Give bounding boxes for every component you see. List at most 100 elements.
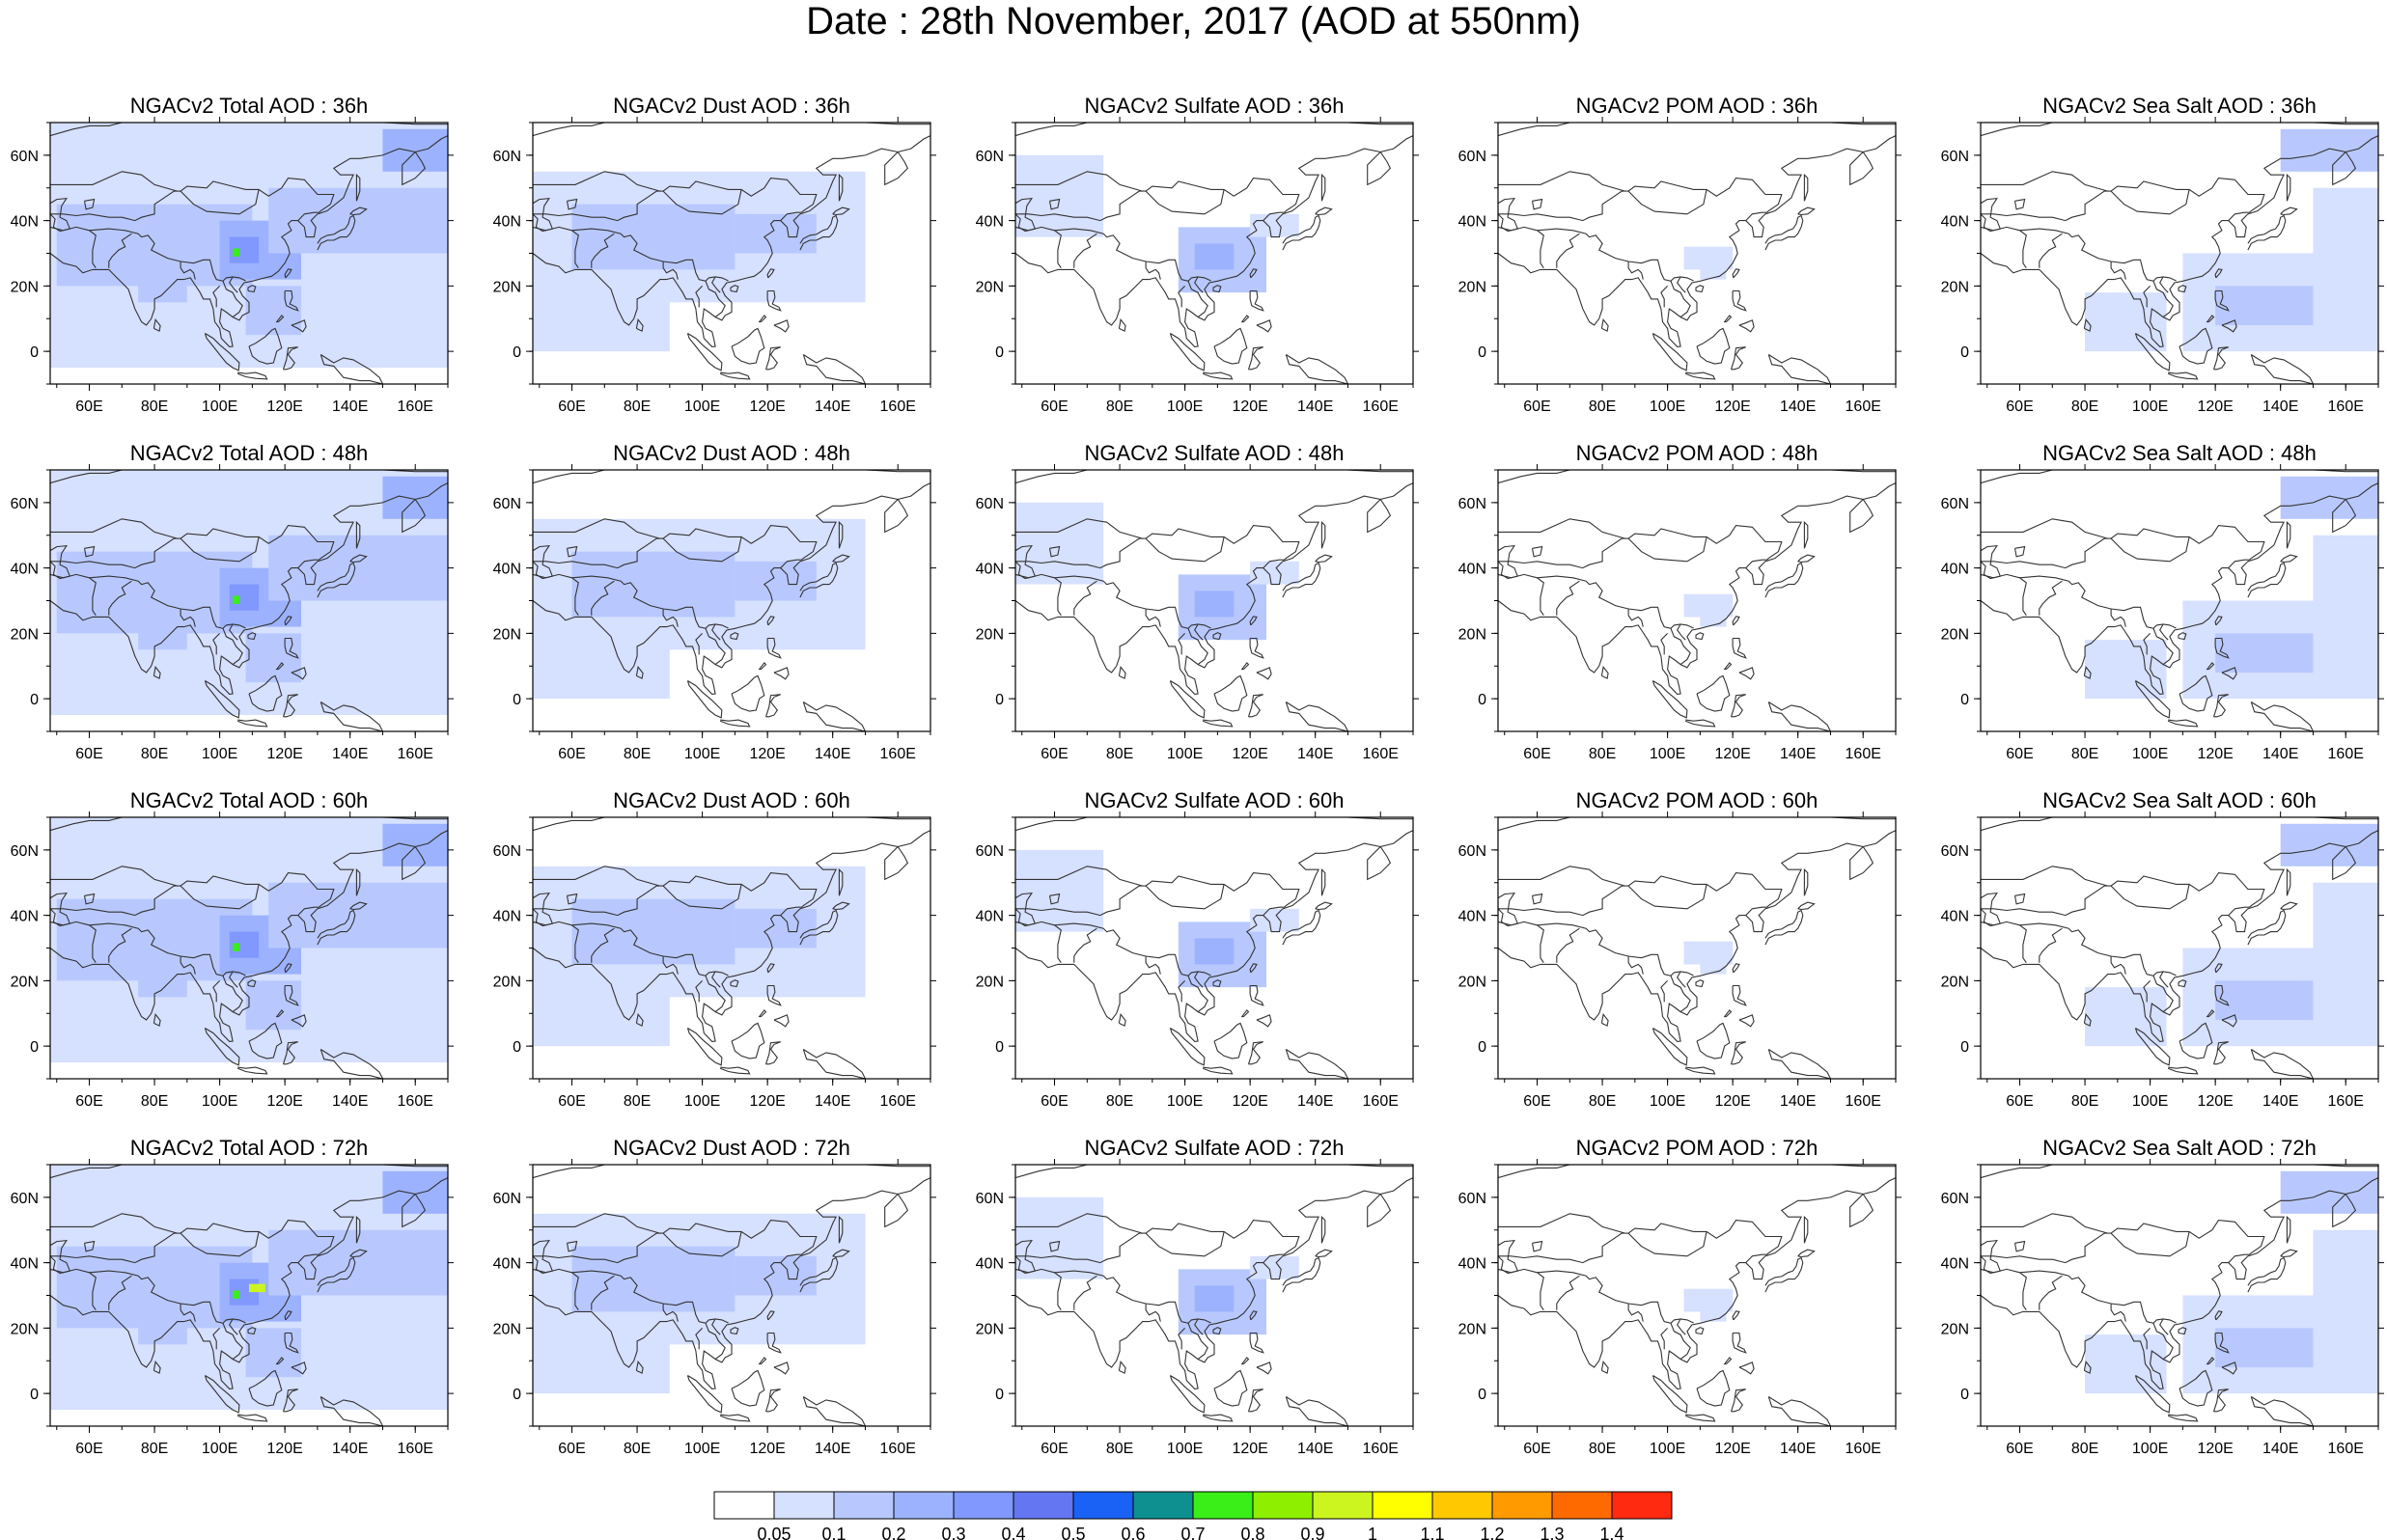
y-tick-label: 0 — [30, 344, 39, 361]
aod-field — [50, 1165, 448, 1426]
panel-r1-c4: NGACv2 POM AOD : 36h 60E 80E 100E 120E 140E 16… — [1458, 94, 1901, 415]
coastline — [1015, 171, 1143, 192]
coastline — [1684, 1414, 1716, 1422]
panel-r1-c5: NGACv2 Sea Salt AOD : 36h 60E 80E 100E 120E 1… — [1941, 94, 2384, 415]
panel-r3-c3: NGACv2 Sulfate AOD : 60h 60E 80E 100E 120E 14… — [976, 788, 1419, 1110]
coastline — [533, 1213, 660, 1234]
y-tick-label: 0 — [995, 1039, 1004, 1056]
coastline — [1256, 319, 1272, 333]
panel-title: NGACv2 Dust AOD : 60h — [613, 788, 850, 812]
x-tick-label: 140E — [332, 1441, 368, 1457]
coastline — [1498, 1165, 1896, 1179]
coastline — [317, 909, 356, 946]
x-tick-label: 80E — [2071, 746, 2098, 762]
y-tick-label: 0 — [995, 692, 1004, 708]
coastline — [686, 1028, 723, 1066]
x-tick-label: 120E — [1232, 746, 1267, 762]
coastline — [1764, 1256, 1804, 1293]
aod-cell — [2280, 823, 2378, 866]
y-tick-label: 60N — [493, 496, 521, 512]
coastline — [758, 315, 767, 323]
colorbar-swatch — [1611, 1491, 1673, 1520]
coastline — [1498, 525, 1783, 569]
x-tick-label: 160E — [880, 399, 916, 415]
x-tick-label: 80E — [1589, 1441, 1616, 1457]
coastline — [1670, 281, 1691, 318]
coastline — [1015, 573, 1062, 617]
coastline — [2280, 1249, 2298, 1258]
coastline — [1696, 1369, 1731, 1407]
coastline — [180, 536, 260, 563]
coastline — [1240, 662, 1250, 671]
coastline — [1684, 1066, 1716, 1075]
coastline — [2280, 901, 2298, 911]
x-tick-label: 140E — [815, 746, 850, 762]
aod-field — [533, 123, 930, 384]
x-tick-label: 100E — [1650, 1093, 1685, 1110]
y-tick-label: 60N — [11, 149, 39, 165]
coastline — [838, 867, 844, 896]
aod-field — [1498, 1165, 1896, 1426]
aod-field — [1981, 123, 2378, 384]
coastline — [180, 1231, 260, 1257]
coastline — [711, 1318, 721, 1335]
coastline — [533, 866, 660, 887]
coastline — [1145, 1231, 1225, 1257]
coastline — [1498, 573, 1544, 617]
coastline — [1684, 719, 1716, 728]
coastline — [1285, 354, 1349, 384]
coastline — [248, 1369, 283, 1407]
coastline — [1745, 906, 1767, 916]
coastline — [1194, 1318, 1204, 1335]
coastline — [1249, 963, 1258, 974]
coastline — [2110, 609, 2126, 627]
y-tick-label: 60N — [1458, 1191, 1486, 1207]
coastline — [1320, 173, 1326, 202]
x-tick-label: 60E — [1041, 1441, 1068, 1457]
coastline — [236, 1414, 268, 1422]
aod-cell — [533, 964, 670, 1047]
coastline — [2214, 616, 2223, 626]
aod-field — [1498, 123, 1896, 384]
coastline — [1498, 226, 1544, 269]
coastline — [349, 901, 368, 911]
coastline — [319, 354, 384, 384]
coastline — [2214, 289, 2230, 312]
coastline — [2179, 1369, 2213, 1407]
colorbar-label: 1.2 — [1480, 1525, 1504, 1540]
coastline — [1531, 198, 1543, 210]
coastline — [2221, 1361, 2237, 1375]
panel-r4-c2: NGACv2 Dust AOD : 72h 60E 80E 100E 120E 140E 1… — [493, 1136, 936, 1457]
coastline — [50, 123, 448, 137]
coastline — [1015, 178, 1300, 222]
y-tick-label: 20N — [1941, 279, 1969, 295]
x-tick-label: 80E — [141, 1441, 168, 1457]
coastline — [317, 214, 356, 251]
aod-hotspot — [249, 1283, 265, 1293]
colorbar-label: 0.8 — [1240, 1525, 1264, 1540]
y-tick-label: 20N — [11, 279, 39, 295]
coastline — [1732, 963, 1740, 974]
coastline — [1695, 1327, 1705, 1335]
coastline — [533, 470, 930, 484]
coastline — [1073, 927, 1097, 963]
coastline — [1498, 518, 1625, 539]
coastline — [1981, 1239, 2002, 1275]
coastline — [838, 520, 844, 549]
coastline — [533, 135, 930, 347]
coastline — [2143, 1328, 2151, 1350]
coastline — [1015, 226, 1062, 269]
coastline — [1670, 628, 1691, 666]
coastline — [1764, 214, 1804, 251]
x-tick-label: 140E — [1780, 1441, 1816, 1457]
coastline — [50, 872, 335, 917]
x-tick-label: 120E — [749, 1441, 785, 1457]
x-tick-label: 80E — [624, 399, 651, 415]
coastline — [108, 233, 132, 268]
x-tick-label: 120E — [266, 746, 302, 762]
aod-hotspot — [233, 248, 239, 257]
y-tick-label: 0 — [1960, 344, 1969, 361]
x-tick-label: 160E — [1363, 399, 1399, 415]
y-tick-label: 20N — [493, 626, 521, 643]
coastline — [1073, 233, 1097, 268]
